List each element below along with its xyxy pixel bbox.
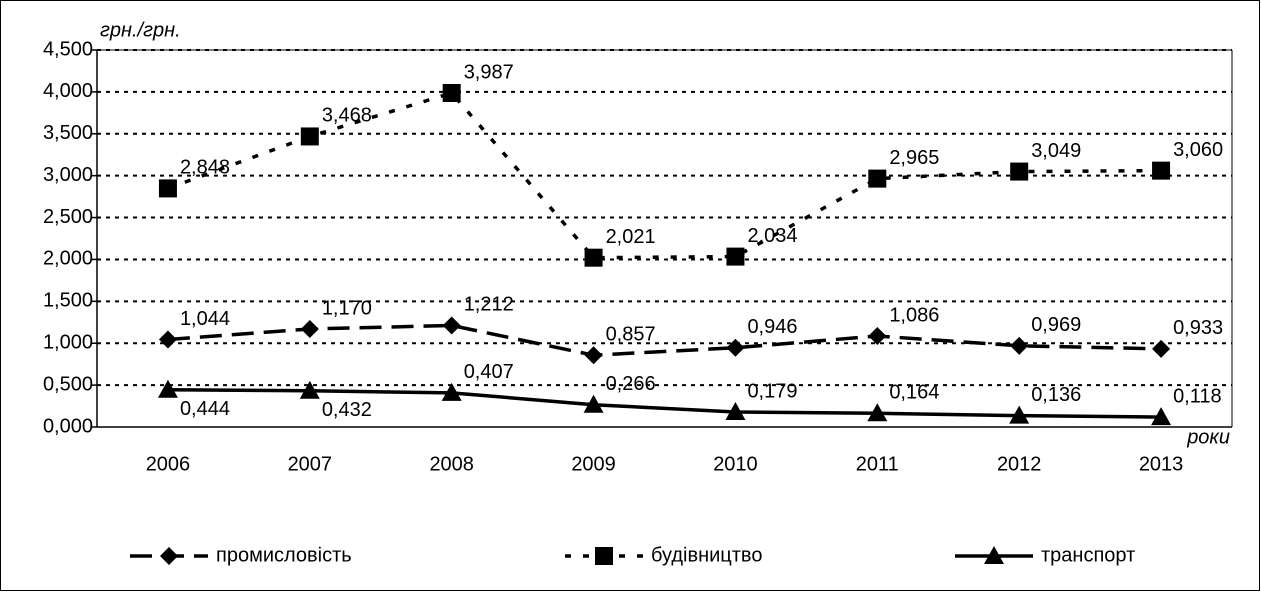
legend-marker [984,546,1004,564]
data-label: 3,468 [322,105,372,127]
data-label: 2,021 [606,226,656,248]
y-tick-label: 2,000 [43,248,93,270]
data-label: 0,946 [747,316,797,338]
data-point [158,179,177,198]
data-label: 3,987 [464,61,514,83]
data-point [1009,405,1030,424]
y-axis-label: грн./грн. [100,19,181,41]
data-point [442,316,461,335]
data-label: 3,060 [1173,139,1223,161]
data-point [1152,161,1171,180]
data-point [1151,407,1172,426]
data-point [1010,336,1029,355]
data-point [868,169,887,188]
data-point [867,403,888,422]
data-point [299,380,320,399]
data-label: 2,034 [747,225,797,247]
data-label: 3,049 [1031,140,1081,162]
x-tick-label: 2013 [1139,453,1184,475]
data-point [726,247,745,266]
data-point [725,402,746,421]
data-label: 0,444 [180,398,230,420]
data-point [584,346,603,365]
y-tick-label: 2,500 [43,206,93,228]
x-tick-label: 2010 [713,453,758,475]
x-axis-label: роки [1186,426,1230,448]
data-label: 0,407 [464,361,514,383]
data-label: 1,212 [464,294,514,316]
data-point [584,248,603,267]
data-point [157,379,178,398]
series-line [167,388,1162,419]
x-tick-label: 2012 [997,453,1042,475]
data-label: 0,164 [889,382,939,404]
legend-label: транспорт [1041,544,1135,566]
data-point [583,394,604,413]
data-point [1010,162,1029,181]
x-tick-label: 2006 [146,453,191,475]
data-label: 1,044 [180,308,230,330]
y-tick-label: 1,000 [43,332,93,354]
data-label: 2,848 [180,157,230,179]
data-point [868,327,887,346]
data-point [442,83,461,102]
data-point [300,319,319,338]
y-tick-label: 3,000 [43,164,93,186]
series-line [167,90,1162,260]
x-tick-label: 2009 [571,453,616,475]
y-tick-label: 1,500 [43,290,93,312]
data-point [158,330,177,349]
data-label: 0,136 [1031,384,1081,406]
data-point [300,127,319,146]
y-tick-label: 0,000 [43,415,93,437]
y-tick-label: 0,500 [43,373,93,395]
y-tick-label: 4,000 [43,80,93,102]
data-point [1152,339,1171,358]
x-tick-label: 2007 [288,453,333,475]
series-line [167,323,1162,357]
data-label: 0,179 [747,380,797,402]
data-label: 0,118 [1173,385,1222,407]
data-label: 0,933 [1173,317,1223,339]
data-label: 1,170 [322,297,372,319]
y-tick-label: 3,500 [43,122,93,144]
legend-label: промисловість [216,544,352,566]
data-label: 0,969 [1031,314,1081,336]
data-label: 0,432 [322,399,372,421]
data-point [441,382,462,401]
data-label: 1,086 [889,304,939,326]
legend-marker [595,547,613,565]
y-tick-label: 4,500 [43,38,93,60]
legend-marker [160,547,178,565]
data-label: 0,857 [606,323,656,345]
legend-label: будівництво [651,544,762,566]
x-tick-label: 2011 [856,453,899,475]
data-label: 2,965 [889,147,939,169]
x-tick-label: 2008 [429,453,474,475]
data-label: 0,266 [606,373,656,395]
data-point [726,338,745,357]
